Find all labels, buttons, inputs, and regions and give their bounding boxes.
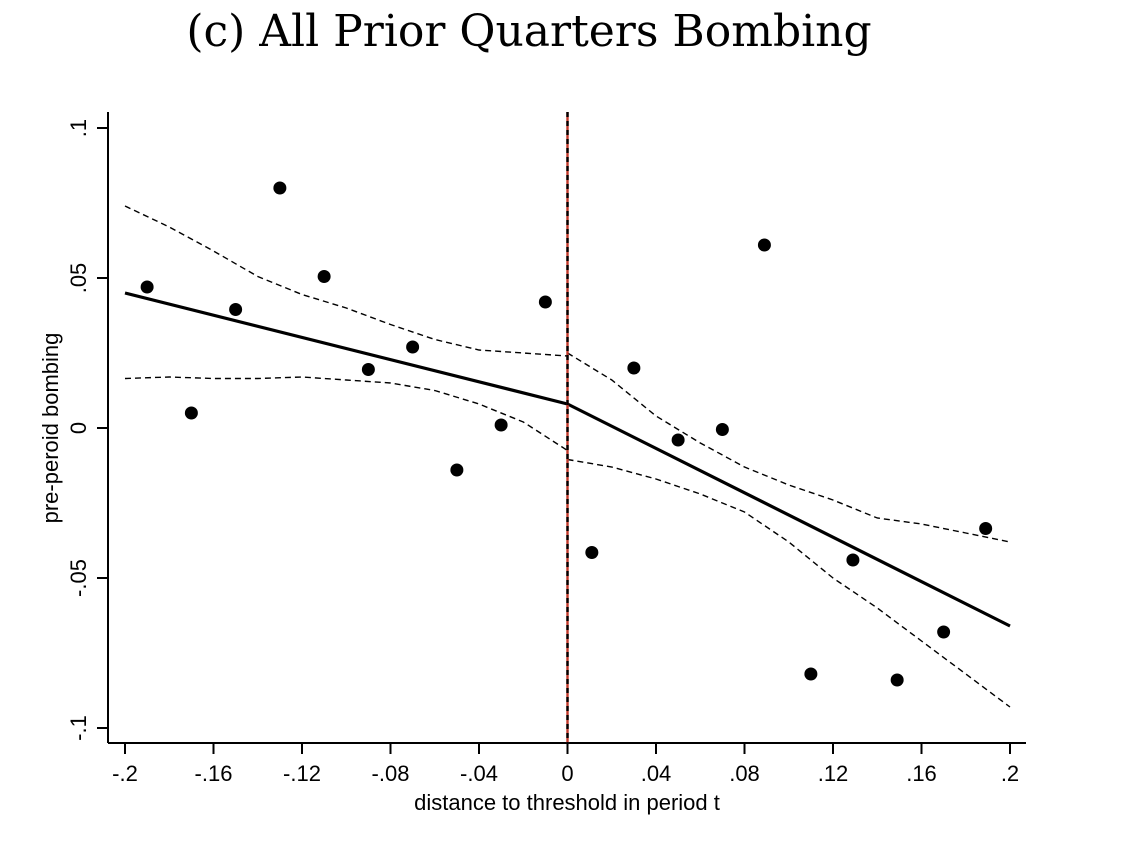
y-tick-label: .1 [66, 119, 91, 137]
fit-line-left [124, 291, 568, 406]
data-point [937, 625, 951, 639]
fit-lines [124, 291, 1011, 628]
data-point [757, 238, 771, 252]
x-tick-label: -.16 [195, 761, 233, 786]
x-tick-label: -.04 [460, 761, 498, 786]
ci-right-upper-line [567, 352, 1011, 543]
data-point [979, 522, 993, 535]
ci-left-lower-line [124, 376, 568, 452]
data-point [671, 433, 685, 447]
data-point [846, 553, 860, 567]
y-tick-label: 0 [66, 422, 91, 434]
data-point [184, 406, 198, 420]
x-tick-label: -.12 [283, 761, 321, 786]
data-point [273, 181, 287, 195]
x-tick-label: .12 [818, 761, 849, 786]
data-points [140, 181, 993, 687]
data-point [585, 546, 599, 559]
data-point [538, 295, 552, 309]
data-point [627, 361, 641, 375]
data-point [140, 280, 154, 294]
data-point [317, 270, 331, 283]
ci-right-lower-line [567, 458, 1011, 708]
y-tick-label: .05 [66, 263, 91, 294]
x-tick-label: .16 [906, 761, 937, 786]
x-tick-label: -.2 [112, 761, 138, 786]
data-point [229, 303, 243, 316]
y-axis-label: pre-peroid bombing [38, 333, 63, 524]
ci-left-upper-line [124, 205, 568, 357]
chart-title: (c) All Prior Quarters Bombing [186, 6, 872, 57]
data-point [804, 667, 818, 681]
x-tick-label: .2 [1001, 761, 1019, 786]
data-point [890, 673, 904, 687]
y-tick-label: -.1 [66, 715, 91, 741]
x-tick-label: .04 [641, 761, 672, 786]
x-tick-label: .08 [729, 761, 760, 786]
x-axis-ticks: -.2 -.16 -.12 -.08 -.04 0 .04 .08 .12 .16 .2 [112, 743, 1019, 786]
data-point [361, 363, 375, 376]
confidence-interval-lines [124, 205, 1011, 708]
y-tick-label: -.05 [66, 559, 91, 597]
x-tick-label: -.08 [372, 761, 410, 786]
data-point [406, 340, 420, 354]
data-point [715, 423, 729, 436]
y-axis-ticks: -.1 -.05 0 .05 .1 [66, 119, 108, 741]
x-tick-label: 0 [561, 761, 573, 786]
data-point [450, 463, 464, 477]
data-point [494, 418, 508, 432]
x-axis-label: distance to threshold in period t [414, 790, 720, 815]
fit-line-right [566, 402, 1011, 628]
